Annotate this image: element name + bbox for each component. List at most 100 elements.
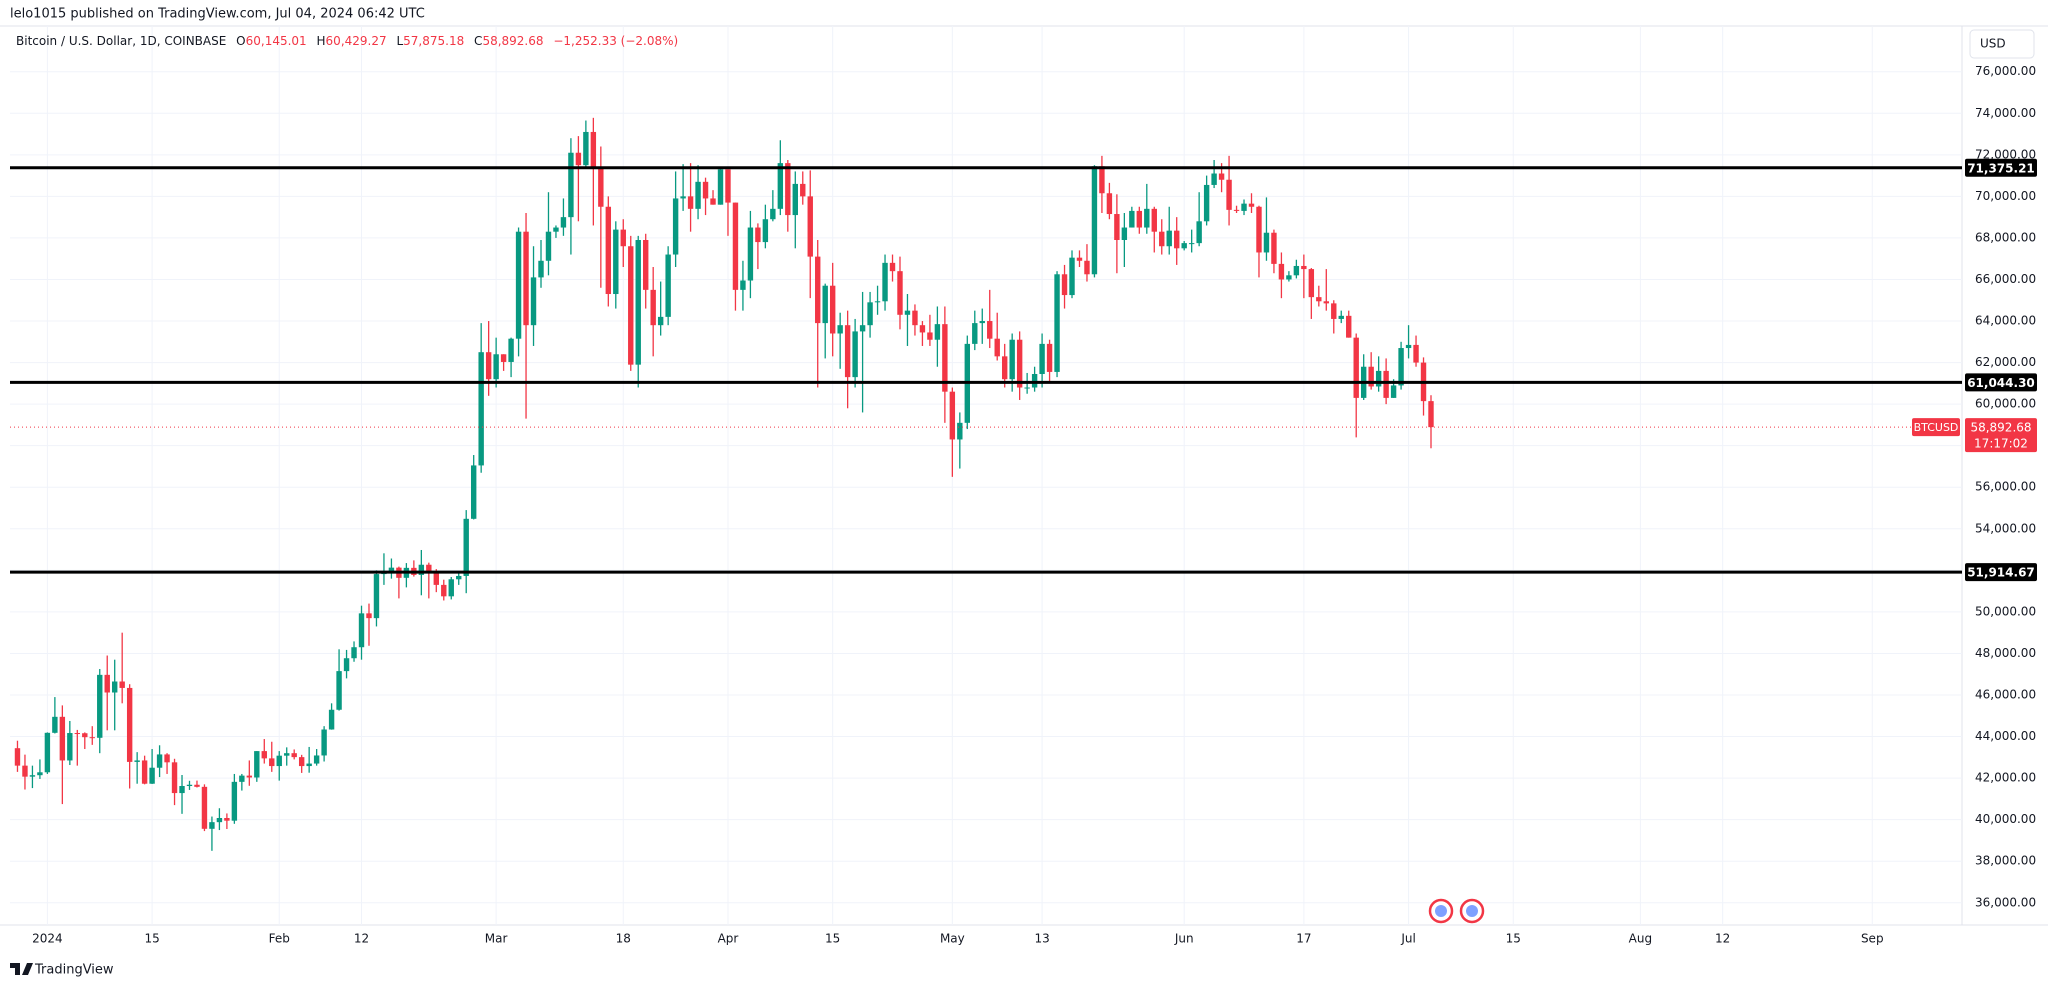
candle-body <box>568 152 574 218</box>
plot <box>10 117 1962 851</box>
candle-body <box>1293 265 1300 276</box>
candle-body <box>261 751 267 759</box>
x-tick-label: 13 <box>1034 932 1049 946</box>
candle-body <box>979 321 985 324</box>
candle-body <box>919 325 926 333</box>
candle-body <box>770 208 776 220</box>
candle-body <box>1106 193 1113 215</box>
event-icon-flag <box>1466 905 1478 917</box>
candle-body <box>1353 337 1359 398</box>
candle-body <box>82 733 88 738</box>
candle-body <box>74 733 81 735</box>
brand-logo <box>10 963 33 975</box>
candle-body <box>762 219 769 243</box>
candle-body <box>987 321 993 339</box>
candle-body <box>306 763 312 767</box>
y-tick-label: 40,000.00 <box>1975 812 2036 826</box>
candle-body <box>164 754 170 763</box>
candle-body <box>972 323 978 344</box>
candle-body <box>22 765 28 777</box>
candle-body <box>1390 385 1397 398</box>
x-tick-label: Sep <box>1861 932 1884 946</box>
currency-label[interactable]: USD <box>1980 37 2006 51</box>
candle-body <box>298 757 305 767</box>
candle-body <box>837 325 843 334</box>
candle-body <box>1301 265 1307 270</box>
candle-body <box>672 198 679 255</box>
x-tick-label: 15 <box>144 932 159 946</box>
candle-body <box>1218 173 1225 180</box>
candle-body <box>665 254 671 317</box>
candle-body <box>957 422 963 440</box>
candle-body <box>89 737 95 739</box>
x-tick-label: 12 <box>1715 932 1730 946</box>
candle-body <box>1271 232 1277 264</box>
candle-body <box>1226 179 1232 210</box>
candle-body <box>328 709 335 730</box>
candle-body <box>680 196 686 199</box>
legend-value: 60,145.01 <box>246 34 307 48</box>
last-price-label: 58,892.68 <box>1970 421 2031 435</box>
x-tick-label: Apr <box>718 932 739 946</box>
candle-body <box>254 751 260 778</box>
x-tick-label: 15 <box>1506 932 1521 946</box>
candle-body <box>104 674 110 693</box>
candle-body <box>874 301 881 303</box>
level-price-label: 51,914.67 <box>1967 566 2035 580</box>
candle-body <box>1054 274 1060 372</box>
level-price-box <box>1965 563 2037 582</box>
candle-body <box>1099 166 1105 194</box>
candle-body <box>134 760 140 762</box>
legend-change: −1,252.33 (−2.08%) <box>553 34 678 48</box>
candle-body <box>1286 275 1292 280</box>
candle-body <box>246 775 253 778</box>
candle-body <box>441 584 447 597</box>
publish-note: lelo1015 published on TradingView.com, J… <box>10 7 425 22</box>
candle-body <box>710 198 716 205</box>
candle-body <box>1159 231 1165 247</box>
legend-key: H <box>317 34 326 48</box>
level-price-label: 61,044.30 <box>1967 376 2035 390</box>
x-tick-label: Jul <box>1400 932 1415 946</box>
candle-body <box>1338 315 1344 319</box>
candle-body <box>1188 243 1195 245</box>
candle-body <box>343 658 350 672</box>
candle-body <box>67 733 73 761</box>
candle-body <box>1278 263 1285 280</box>
candle-body <box>717 169 724 205</box>
x-tick-label: 15 <box>825 932 840 946</box>
candle-body <box>500 354 507 362</box>
y-tick-label: 60,000.00 <box>1975 397 2036 411</box>
candle-body <box>1091 166 1098 275</box>
candle-body <box>1383 370 1389 398</box>
candle-body <box>194 784 200 787</box>
candle-body <box>560 217 567 228</box>
candle-body <box>1263 232 1270 253</box>
candle-body <box>1061 274 1068 296</box>
candle-body <box>590 131 597 168</box>
candle-body <box>1331 303 1337 319</box>
candle-body <box>426 564 432 574</box>
candle-body <box>1375 370 1382 387</box>
candle-body <box>777 163 784 209</box>
y-tick-label: 50,000.00 <box>1975 604 2036 618</box>
candle-body <box>508 338 514 362</box>
candle-body <box>470 465 477 519</box>
candle-body <box>456 575 462 580</box>
candle-body <box>478 352 484 466</box>
candle-body <box>14 748 21 766</box>
candle-body <box>1256 206 1262 253</box>
candle-body <box>291 753 297 758</box>
candle-body <box>620 229 626 247</box>
candle-body <box>732 202 739 290</box>
candle-body <box>807 196 813 257</box>
y-tick-label: 72,000.00 <box>1975 147 2036 161</box>
candle-body <box>485 352 492 380</box>
candle-body <box>1016 339 1023 388</box>
candle-body <box>29 775 36 777</box>
brand: TradingView <box>10 963 114 978</box>
candle-body <box>785 163 791 216</box>
currency-button[interactable] <box>1969 29 2035 59</box>
candle-body <box>882 262 888 302</box>
